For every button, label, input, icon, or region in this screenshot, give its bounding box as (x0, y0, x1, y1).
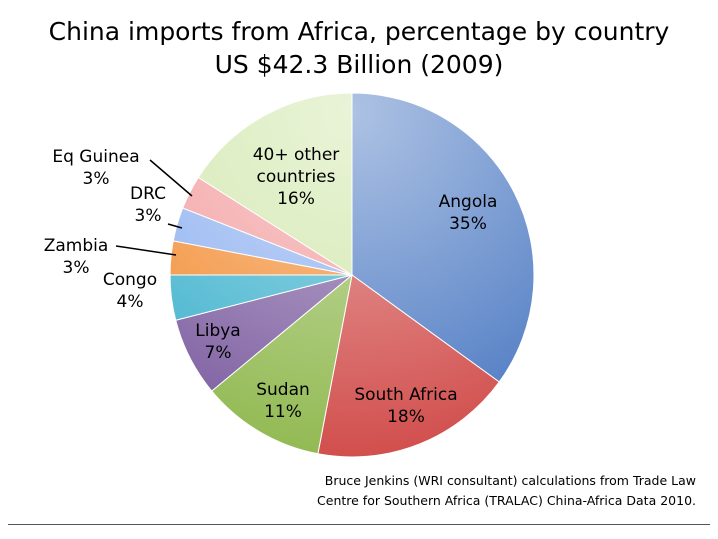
data-label-zambia: Zambia 3% (44, 236, 109, 278)
source-note-line-1: Bruce Jenkins (WRI consultant) calculati… (324, 473, 696, 488)
data-label-libya: Libya 7% (195, 321, 240, 363)
pie-slice-shading-40-other-countries (198, 92, 352, 275)
data-label-sudan: Sudan 11% (256, 380, 310, 422)
bottom-divider (8, 524, 710, 525)
pie-slice-shading-sudan (211, 275, 352, 454)
data-label-drc: DRC 3% (130, 184, 166, 226)
chart-title: China imports from Africa, percentage by… (48, 17, 670, 46)
data-label-south-africa: South Africa 18% (354, 385, 457, 427)
data-label-congo: Congo 4% (103, 270, 157, 312)
source-note-line-2: Centre for Southern Africa (TRALAC) Chin… (317, 493, 696, 508)
leader-line-eq-guinea (149, 159, 193, 197)
pie-slice-shading-libya (175, 275, 352, 392)
pie-slice-shading-angola (352, 93, 535, 382)
data-label-angola: Angola 35% (439, 192, 498, 234)
leader-line-zambia (115, 245, 177, 256)
pie-slice-shading-congo (170, 275, 352, 321)
data-label-40-other-countries: 40+ other countries 16% (253, 145, 340, 209)
pie-slice-shading-drc (173, 208, 352, 275)
data-label-eq-guinea: Eq Guinea 3% (52, 147, 139, 189)
pie-slice-shading-eq-guinea (182, 177, 352, 275)
leader-line-drc (167, 223, 183, 229)
chart-subtitle: US $42.3 Billion (2009) (214, 50, 504, 79)
pie-slice-shading-south-africa (317, 275, 500, 457)
